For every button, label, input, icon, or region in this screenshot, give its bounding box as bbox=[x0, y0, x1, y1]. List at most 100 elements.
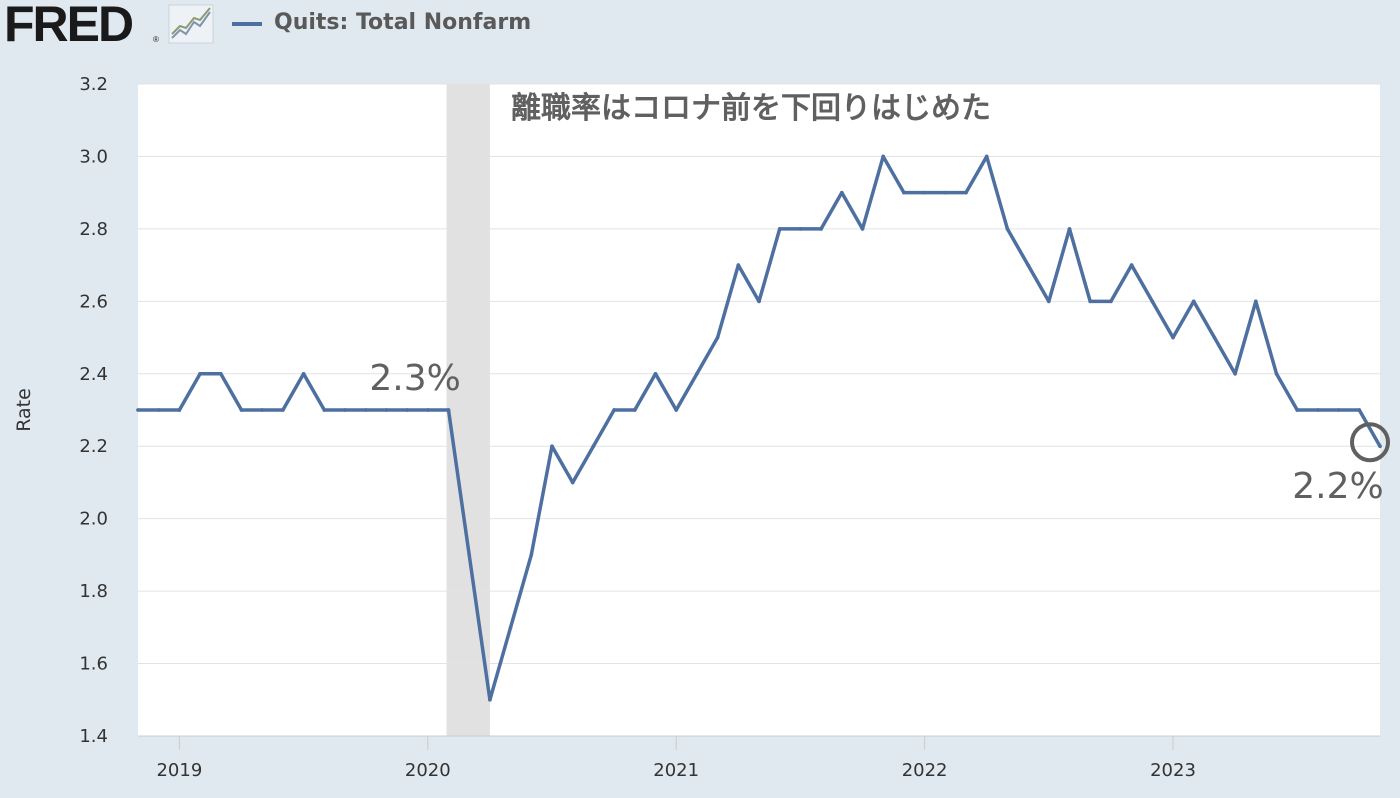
data-point bbox=[633, 408, 637, 412]
data-point bbox=[177, 408, 182, 412]
series-segment bbox=[881, 154, 906, 195]
series-segment bbox=[301, 372, 327, 412]
series-segment bbox=[1067, 227, 1092, 304]
y-tick-label: 3.2 bbox=[79, 74, 108, 95]
data-point bbox=[1191, 299, 1196, 304]
data-point bbox=[1067, 227, 1072, 231]
series-segment bbox=[570, 444, 596, 485]
data-point bbox=[343, 408, 347, 412]
data-point bbox=[363, 408, 368, 412]
series-segment bbox=[219, 372, 244, 412]
data-point bbox=[1129, 263, 1134, 267]
data-point bbox=[1005, 227, 1010, 231]
y-tick-label: 3.0 bbox=[79, 146, 108, 167]
series-segment bbox=[1026, 263, 1051, 304]
x-tick-label: 2021 bbox=[653, 760, 699, 781]
data-point bbox=[219, 371, 223, 376]
data-point bbox=[902, 190, 906, 195]
x-tick-label: 2020 bbox=[405, 760, 451, 781]
legend-swatch bbox=[232, 22, 262, 26]
y-tick-label: 1.4 bbox=[79, 726, 108, 747]
y-tick-label: 1.6 bbox=[79, 654, 108, 675]
data-point bbox=[612, 408, 616, 412]
annotation-latest: 2.2% bbox=[1292, 466, 1383, 507]
series-segment bbox=[964, 154, 989, 195]
data-point bbox=[1171, 335, 1175, 340]
y-tick-label: 2.0 bbox=[79, 509, 108, 530]
registered-mark: ® bbox=[153, 35, 159, 44]
series-segment bbox=[1254, 299, 1279, 376]
data-point bbox=[405, 408, 409, 412]
data-point bbox=[653, 371, 658, 376]
data-point bbox=[777, 227, 782, 231]
x-tick-label: 2022 bbox=[902, 760, 948, 781]
legend-label[interactable]: Quits: Total Nonfarm bbox=[274, 10, 532, 35]
recession-band bbox=[446, 84, 490, 736]
data-point bbox=[984, 154, 989, 159]
y-axis-label: Rate bbox=[13, 388, 35, 432]
series-segment bbox=[840, 190, 865, 231]
data-point bbox=[239, 408, 244, 412]
annotation-pre-covid: 2.3% bbox=[369, 358, 460, 399]
series-segment bbox=[446, 408, 471, 557]
series-segment bbox=[633, 372, 658, 412]
latest-point-marker bbox=[1350, 422, 1390, 463]
y-tick-label: 1.8 bbox=[79, 581, 108, 602]
series-segment bbox=[1171, 299, 1196, 340]
series-segment bbox=[653, 372, 678, 412]
series-segment bbox=[1274, 372, 1299, 412]
series-segment bbox=[591, 408, 616, 448]
series-segment bbox=[488, 625, 513, 702]
data-point bbox=[736, 263, 741, 267]
series-segment bbox=[1357, 408, 1382, 448]
series-segment bbox=[508, 553, 534, 630]
series-segment bbox=[674, 372, 699, 412]
data-point bbox=[1378, 444, 1382, 449]
data-point bbox=[1316, 408, 1320, 412]
data-point bbox=[301, 371, 306, 376]
x-tick-label: 2019 bbox=[156, 760, 202, 781]
data-point bbox=[1047, 299, 1051, 304]
series-segment bbox=[715, 263, 741, 340]
data-point bbox=[322, 408, 327, 412]
data-point bbox=[819, 227, 823, 231]
data-point bbox=[570, 480, 575, 485]
data-point bbox=[1295, 408, 1299, 412]
series-segment bbox=[550, 444, 575, 485]
data-point bbox=[674, 408, 678, 412]
data-point bbox=[1150, 299, 1155, 304]
series-segment bbox=[1150, 299, 1175, 340]
series-segment bbox=[1212, 335, 1237, 376]
data-point bbox=[488, 697, 492, 702]
data-point bbox=[1088, 299, 1092, 304]
series-segment bbox=[757, 227, 782, 304]
data-point bbox=[384, 408, 389, 412]
data-point bbox=[798, 227, 803, 231]
series-segment bbox=[1233, 299, 1258, 376]
series-segment bbox=[529, 444, 554, 557]
data-point bbox=[1336, 408, 1341, 412]
data-point bbox=[550, 444, 554, 449]
data-point bbox=[695, 371, 699, 376]
data-point bbox=[860, 227, 865, 231]
data-point bbox=[1212, 335, 1217, 340]
data-point bbox=[426, 408, 430, 412]
y-tick-label: 2.6 bbox=[79, 291, 108, 312]
x-tick-label: 2023 bbox=[1150, 760, 1196, 781]
y-tick-label: 2.2 bbox=[79, 436, 108, 457]
series-segment bbox=[695, 335, 720, 376]
data-point bbox=[1233, 371, 1237, 376]
data-point bbox=[715, 335, 720, 340]
data-point bbox=[964, 190, 968, 195]
data-point bbox=[446, 408, 451, 412]
series-segment bbox=[1005, 227, 1030, 267]
fred-logo[interactable]: FRED bbox=[4, 0, 134, 52]
data-point bbox=[1357, 408, 1362, 412]
series-segment bbox=[984, 154, 1010, 231]
data-point bbox=[198, 371, 202, 376]
data-point bbox=[922, 190, 927, 195]
data-point bbox=[529, 553, 534, 557]
y-tick-label: 2.4 bbox=[79, 364, 108, 385]
series-segment bbox=[1047, 227, 1072, 304]
